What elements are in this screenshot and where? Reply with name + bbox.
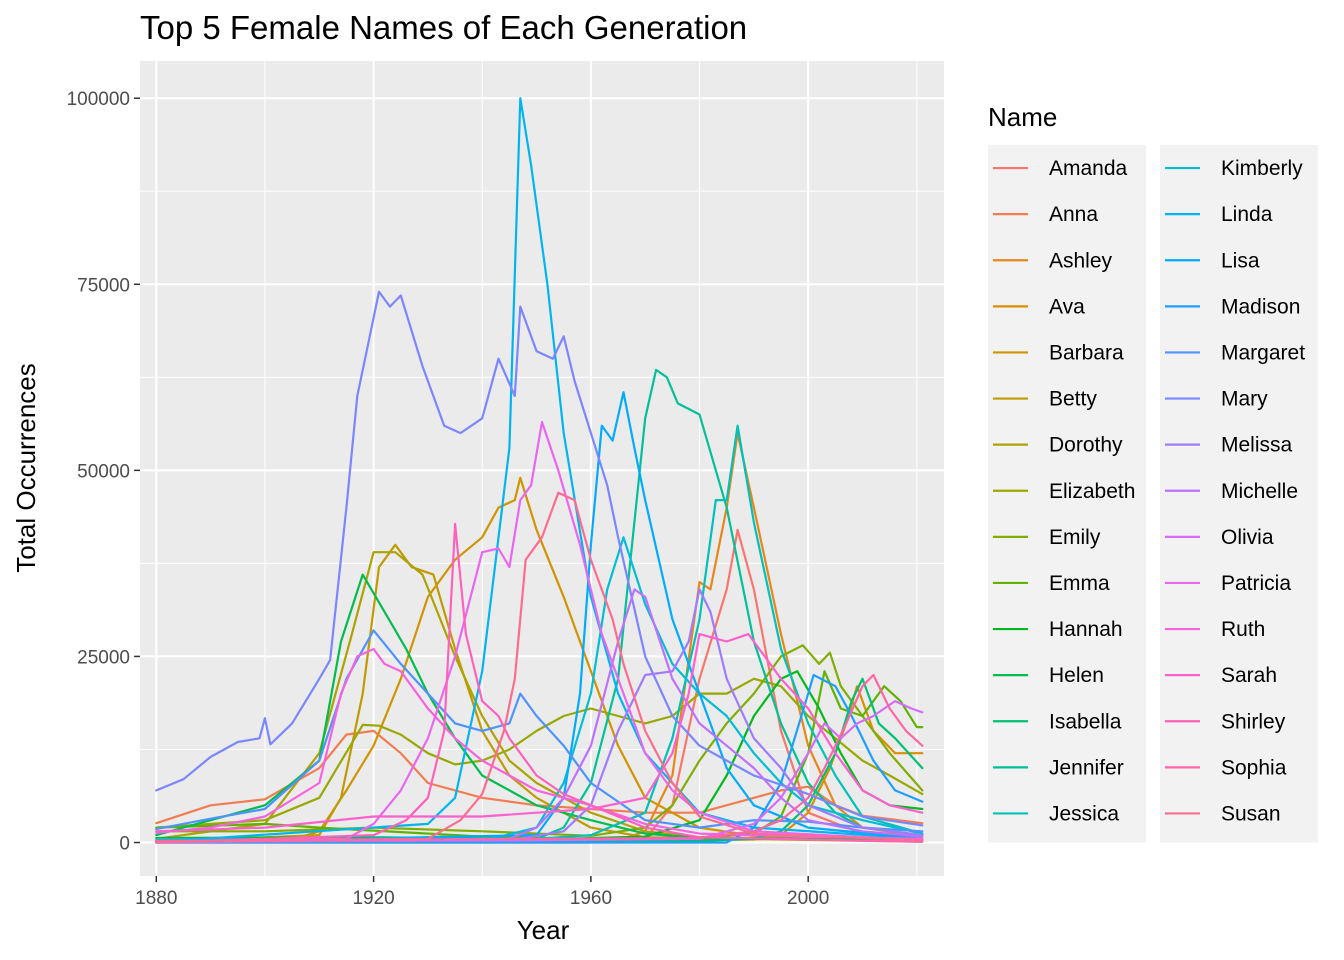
legend-label: Lisa bbox=[1221, 249, 1260, 272]
legend-label: Jessica bbox=[1049, 802, 1119, 825]
legend-label: Sophia bbox=[1221, 756, 1287, 779]
legend-label: Mary bbox=[1221, 388, 1268, 411]
legend-label: Isabella bbox=[1049, 710, 1122, 733]
legend-label: Amanda bbox=[1049, 157, 1128, 180]
major-gridlines bbox=[140, 61, 944, 876]
series-lines bbox=[155, 97, 924, 844]
legend-label: Madison bbox=[1221, 295, 1300, 318]
legend-label: Michelle bbox=[1221, 480, 1298, 503]
legend-label: Olivia bbox=[1221, 526, 1274, 549]
legend-label: Ava bbox=[1049, 295, 1085, 318]
series-line-sarah bbox=[155, 633, 924, 833]
legend-label: Jennifer bbox=[1049, 756, 1124, 779]
legend-label: Linda bbox=[1221, 203, 1273, 226]
y-tick-label: 50000 bbox=[77, 461, 130, 482]
series-line-margaret bbox=[155, 629, 924, 833]
y-axis: 0 25000 50000 75000 100000 bbox=[67, 89, 140, 855]
x-tick-label: 1960 bbox=[570, 888, 612, 909]
legend-label: Anna bbox=[1049, 203, 1098, 226]
y-tick-label: 0 bbox=[119, 834, 130, 855]
series-line-melissa bbox=[155, 588, 924, 843]
x-tick-label: 2000 bbox=[787, 888, 829, 909]
x-tick-label: 1920 bbox=[352, 888, 394, 909]
chart-title: Top 5 Female Names of Each Generation bbox=[140, 9, 747, 46]
legend-label: Ruth bbox=[1221, 618, 1265, 641]
y-axis-title: Total Occurrences bbox=[11, 363, 41, 573]
legend-label: Patricia bbox=[1221, 572, 1291, 595]
legend-label: Emily bbox=[1049, 526, 1101, 549]
series-line-barbara bbox=[155, 476, 924, 843]
legend-label: Melissa bbox=[1221, 434, 1293, 457]
y-tick-label: 25000 bbox=[77, 647, 130, 668]
y-tick-label: 100000 bbox=[67, 89, 130, 110]
series-line-mary bbox=[155, 290, 924, 827]
minor-gridlines bbox=[140, 61, 944, 876]
series-line-lisa bbox=[155, 391, 924, 844]
legend-label: Kimberly bbox=[1221, 157, 1303, 180]
series-line-jessica bbox=[155, 424, 924, 840]
legend-label: Hannah bbox=[1049, 618, 1123, 641]
legend-label: Shirley bbox=[1221, 710, 1286, 733]
y-tick-label: 75000 bbox=[77, 275, 130, 296]
series-line-shirley bbox=[155, 522, 924, 844]
legend-label: Dorothy bbox=[1049, 434, 1123, 457]
series-line-betty bbox=[155, 543, 924, 843]
legend-label: Ashley bbox=[1049, 249, 1113, 272]
legend-title: Name bbox=[988, 102, 1057, 132]
legend-label: Helen bbox=[1049, 664, 1104, 687]
x-axis-title: Year bbox=[517, 915, 570, 945]
legend-label: Betty bbox=[1049, 388, 1097, 411]
x-tick-label: 1880 bbox=[135, 888, 177, 909]
legend-label: Emma bbox=[1049, 572, 1110, 595]
series-line-susan bbox=[155, 491, 924, 843]
legend-label: Elizabeth bbox=[1049, 480, 1135, 503]
series-line-patricia bbox=[155, 420, 924, 843]
legend-label: Sarah bbox=[1221, 664, 1277, 687]
legend-label: Barbara bbox=[1049, 341, 1124, 364]
legend-label: Margaret bbox=[1221, 341, 1305, 364]
series-line-kimberly bbox=[155, 536, 924, 843]
series-line-sophia bbox=[155, 673, 924, 843]
legend: Amanda Anna Ashley Ava Barbara Betty Dorothy El… bbox=[988, 145, 1318, 843]
series-line-elizabeth bbox=[155, 677, 924, 829]
series-line-ruth bbox=[155, 647, 924, 840]
x-axis: 1880 1920 1960 2000 bbox=[135, 876, 829, 909]
legend-label: Susan bbox=[1221, 802, 1281, 825]
